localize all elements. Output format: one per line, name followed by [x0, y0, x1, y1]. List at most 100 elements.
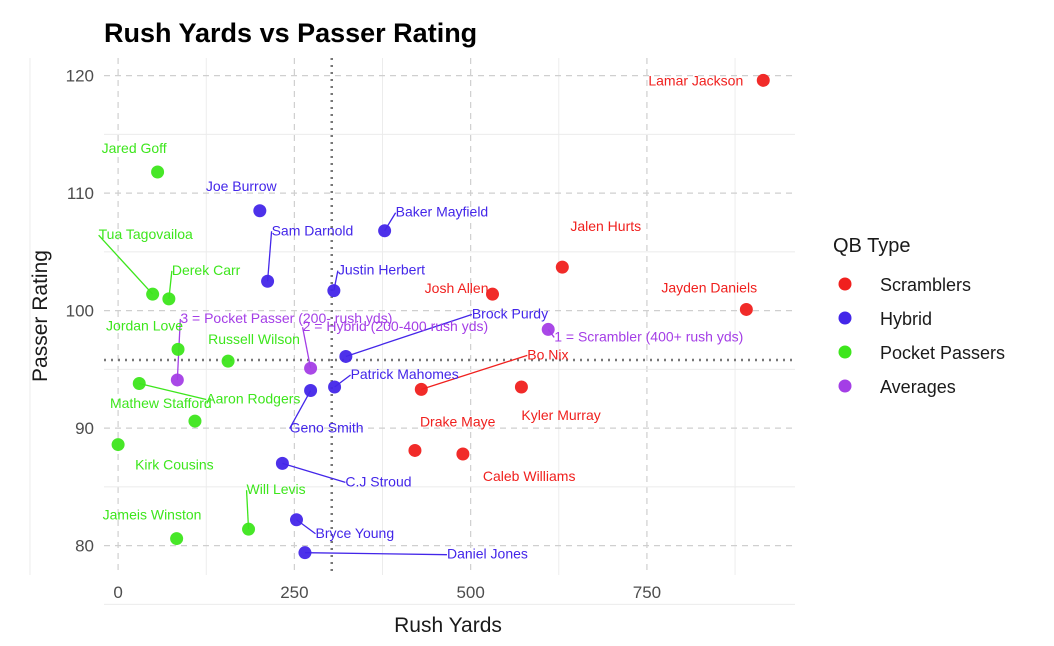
point-label: Drake Maye	[420, 413, 496, 429]
point-label: Jameis Winston	[103, 507, 202, 523]
point-label: Mathew Stafford	[110, 395, 212, 411]
point-label: Geno Smith	[290, 420, 364, 436]
point-label: Caleb Williams	[483, 468, 576, 484]
x-tick-label: 0	[113, 583, 122, 602]
y-tick-label: 90	[75, 419, 94, 438]
data-point	[304, 384, 318, 398]
data-point	[739, 302, 753, 316]
point-label: Jayden Daniels	[661, 279, 757, 295]
point-label: Justin Herbert	[338, 262, 425, 278]
y-tick-label: 110	[67, 184, 94, 203]
y-tick-label: 120	[66, 67, 94, 86]
data-point	[146, 287, 160, 301]
label-leader-line	[345, 313, 473, 358]
data-point	[253, 204, 267, 218]
data-point	[555, 260, 569, 274]
data-point	[170, 373, 184, 387]
x-tick-label: 500	[456, 583, 484, 602]
data-point	[408, 443, 422, 457]
point-label: Lamar Jackson	[648, 72, 743, 88]
data-point	[170, 532, 184, 546]
data-point	[162, 292, 176, 306]
point-label: 3 = Pocket Passer (200- rush yds)	[180, 310, 392, 326]
label-segments	[98, 212, 555, 556]
point-label: Joe Burrow	[206, 178, 278, 194]
point-labels: Lamar Jackson Jalen Hurts Josh Allen Jayden…	[99, 72, 757, 561]
point-label: Bo Nix	[527, 346, 568, 362]
data-point	[327, 284, 341, 298]
point-label: Aaron Rodgers	[206, 390, 300, 406]
data-point	[328, 380, 342, 394]
legend-swatch	[838, 311, 852, 325]
y-tick-label: 80	[75, 537, 94, 556]
point-label: Tua Tagovailoa	[99, 226, 193, 242]
x-axis-title: Rush Yards	[394, 614, 502, 637]
point-label: Brock Purdy	[472, 305, 548, 321]
label-leader-line	[266, 231, 273, 282]
x-tick-label: 750	[633, 583, 661, 602]
grid	[29, 58, 795, 605]
data-point	[289, 513, 303, 527]
data-point	[275, 456, 289, 470]
point-label: 2 = Hybrid (200-400 rush yds)	[303, 318, 489, 334]
data-point	[514, 380, 528, 394]
point-label: Bryce Young	[315, 525, 394, 541]
label-leader-line	[245, 490, 250, 530]
label-leader-line	[304, 552, 447, 556]
point-label: Jalen Hurts	[570, 218, 641, 234]
point-label: Jared Goff	[102, 140, 167, 156]
x-tick-label: 250	[280, 583, 308, 602]
point-label: C.J Stroud	[345, 473, 411, 489]
label-leader-line	[282, 462, 346, 483]
chart-title: Rush Yards vs Passer Rating	[104, 18, 477, 48]
label-leader-line	[301, 327, 312, 369]
data-point	[304, 361, 318, 375]
data-point	[132, 376, 146, 390]
legend-entry: Pocket Passers	[880, 343, 1005, 363]
data-point	[414, 382, 428, 396]
point-label: Derek Carr	[172, 262, 241, 278]
data-point	[221, 354, 235, 368]
data-point	[456, 447, 470, 461]
data-point	[242, 522, 256, 536]
point-label: Kirk Cousins	[135, 457, 214, 473]
axis-ticks: 0 250 500 750 80 90 100 110 120	[66, 67, 661, 602]
point-label: Patrick Mahomes	[351, 366, 459, 382]
y-tick-label: 100	[66, 302, 94, 321]
legend-entry: Hybrid	[880, 309, 932, 329]
legend-title: QB Type	[833, 235, 910, 257]
data-point	[171, 342, 185, 356]
point-label: 1 = Scrambler (400+ rush yds)	[554, 328, 743, 344]
point-label: Sam Darnold	[272, 222, 354, 238]
reference-lines	[104, 58, 795, 575]
label-leader-line	[289, 390, 312, 429]
data-point	[298, 546, 312, 560]
y-axis-title: Passer Rating	[29, 250, 52, 382]
legend-swatch	[838, 379, 852, 393]
data-point	[486, 287, 500, 301]
legend-swatch	[838, 345, 852, 359]
legend: QB Type Scramblers Hybrid Pocket Passers Av…	[833, 235, 1005, 397]
legend-entry: Scramblers	[880, 275, 971, 295]
data-point	[261, 274, 275, 288]
data-point	[188, 414, 202, 428]
data-point	[339, 349, 353, 363]
label-leader-line	[421, 354, 528, 390]
legend-swatch	[838, 277, 852, 291]
point-label: Russell Wilson	[208, 331, 300, 347]
data-point	[541, 322, 555, 336]
point-label: Daniel Jones	[447, 546, 528, 562]
data-points	[111, 73, 770, 560]
point-label: Jordan Love	[106, 317, 183, 333]
label-leader-line	[98, 234, 154, 295]
point-label: Baker Mayfield	[396, 204, 489, 220]
point-label: Will Levis	[247, 481, 306, 497]
label-leader-line	[139, 382, 207, 401]
data-point	[151, 165, 165, 179]
point-label: Kyler Murray	[521, 407, 600, 423]
data-point	[111, 438, 125, 452]
data-point	[378, 224, 392, 238]
point-label: Josh Allen	[425, 280, 489, 296]
legend-entry: Averages	[880, 377, 956, 397]
